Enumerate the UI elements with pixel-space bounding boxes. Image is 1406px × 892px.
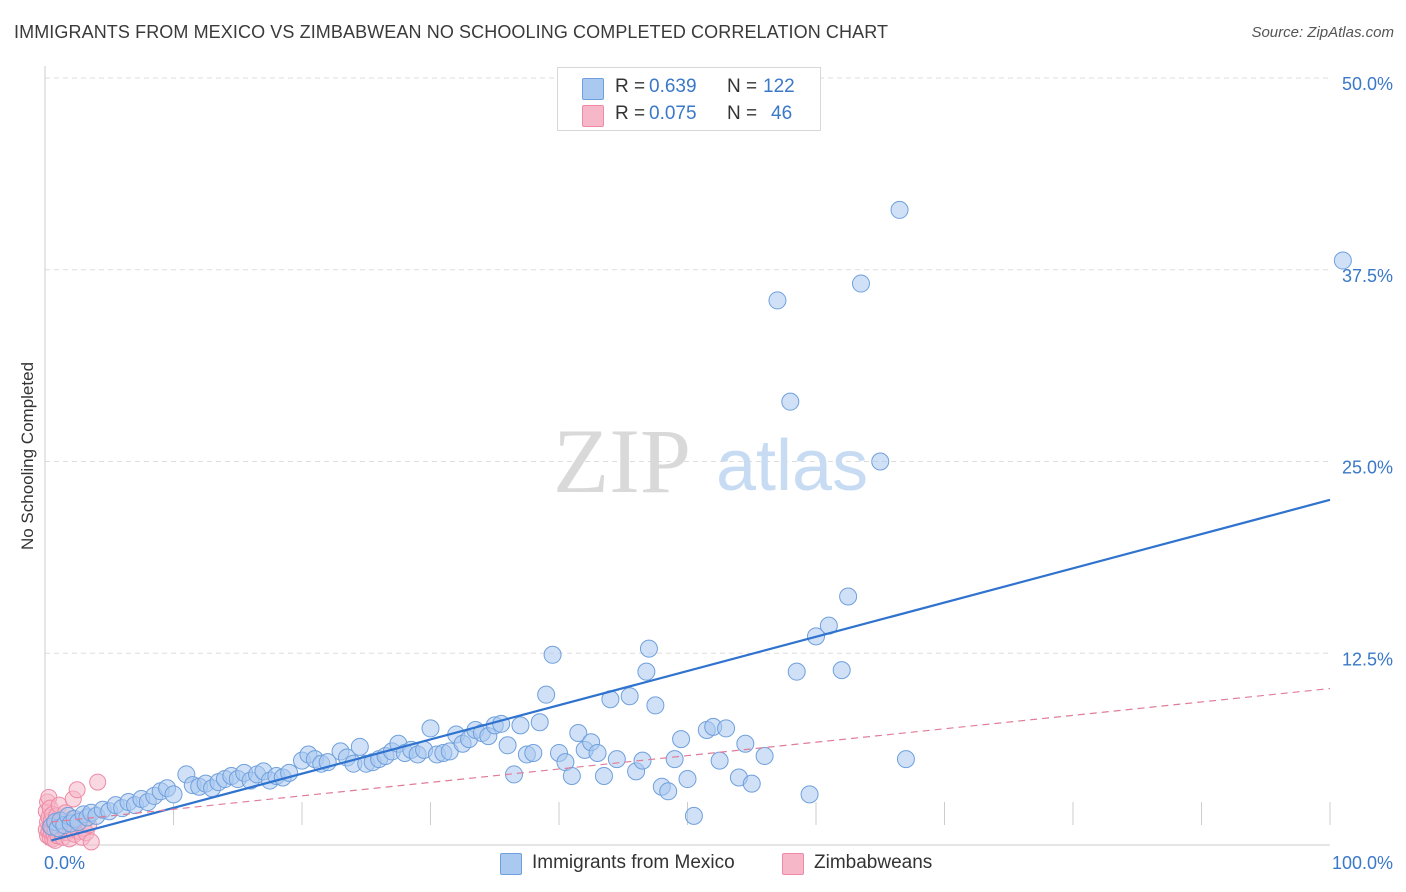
mexico-point (164, 785, 183, 804)
chart-title: IMMIGRANTS FROM MEXICO VS ZIMBABWEAN NO … (14, 22, 889, 42)
zimbabweans-point (82, 833, 100, 851)
mexico-point (768, 291, 787, 310)
legend-label: Immigrants from Mexico (532, 852, 735, 873)
mexico-points (42, 200, 1352, 838)
legend-label: Zimbabweans (814, 852, 933, 873)
mexico-point (851, 274, 870, 293)
watermark-atlas: atlas (716, 426, 868, 506)
mexico-point (710, 751, 729, 770)
mexico-point (637, 662, 656, 681)
y-tick-label: 50.0% (1342, 74, 1393, 94)
mexico-point (1333, 251, 1352, 270)
zimbabweans-swatch (582, 105, 604, 127)
n-label: N = (727, 103, 758, 124)
r-value: 0.639 (649, 76, 697, 97)
mexico-point (537, 685, 556, 704)
mexico-point (350, 737, 369, 756)
zimbabweans-point (89, 773, 107, 791)
mexico-point (896, 750, 915, 769)
mexico-point (781, 392, 800, 411)
zimbabweans-point (68, 781, 86, 799)
mexico-point (890, 200, 909, 219)
mexico-point (755, 747, 774, 766)
mexico-point (511, 716, 530, 735)
grid (45, 77, 1330, 654)
mexico-point (543, 645, 562, 664)
mexico-point (588, 743, 607, 762)
mexico-point (562, 766, 581, 785)
n-value: 122 (763, 76, 795, 97)
mexico-point (498, 736, 517, 755)
mexico-point (800, 785, 819, 804)
r-label: R = (615, 76, 646, 97)
y-tick-label: 25.0% (1342, 458, 1393, 478)
mexico-point (832, 661, 851, 680)
correlation-legend: R = 0.639 N = 122 R = 0.075 N = 46 (557, 67, 821, 131)
source-label: Source: ZipAtlas.com (1251, 24, 1394, 41)
r-label: R = (615, 103, 646, 124)
mexico-point (736, 734, 755, 753)
tick-labels: 12.5% 25.0% 37.5% 50.0% 0.0% 100.0% (44, 74, 1393, 873)
zimbabweans-swatch (782, 853, 804, 875)
x-tick-label: 100.0% (1332, 853, 1393, 873)
mexico-point (639, 639, 658, 658)
y-tick-label: 37.5% (1342, 266, 1393, 286)
mexico-swatch (582, 78, 604, 100)
watermark: ZIP atlas (553, 410, 868, 512)
mexico-trend-line (51, 498, 1331, 842)
mexico-point (421, 719, 440, 738)
n-value: 46 (771, 103, 793, 124)
mexico-point (742, 774, 761, 793)
mexico-swatch (500, 853, 522, 875)
mexico-point (607, 750, 626, 769)
mexico-point (717, 719, 736, 738)
mexico-point (646, 696, 665, 715)
mexico-point (530, 713, 549, 732)
mexico-point (678, 770, 697, 789)
mexico-point (659, 782, 678, 801)
mexico-point (569, 724, 588, 743)
mexico-point (665, 750, 684, 769)
mexico-point (492, 714, 511, 733)
mexico-point (620, 687, 639, 706)
mexico-point (594, 766, 613, 785)
y-tick-label: 12.5% (1342, 649, 1393, 669)
mexico-point (684, 806, 703, 825)
mexico-point (787, 662, 806, 681)
mexico-point (871, 452, 890, 471)
mexico-point (524, 743, 543, 762)
mexico-point (839, 587, 858, 606)
watermark-zip: ZIP (553, 410, 691, 512)
r-value: 0.075 (649, 103, 697, 124)
mexico-point (672, 730, 691, 749)
x-tick-label: 0.0% (44, 853, 85, 873)
trend-lines (51, 498, 1331, 842)
zimbabweans-trend-line (51, 687, 1331, 823)
n-label: N = (727, 76, 758, 97)
